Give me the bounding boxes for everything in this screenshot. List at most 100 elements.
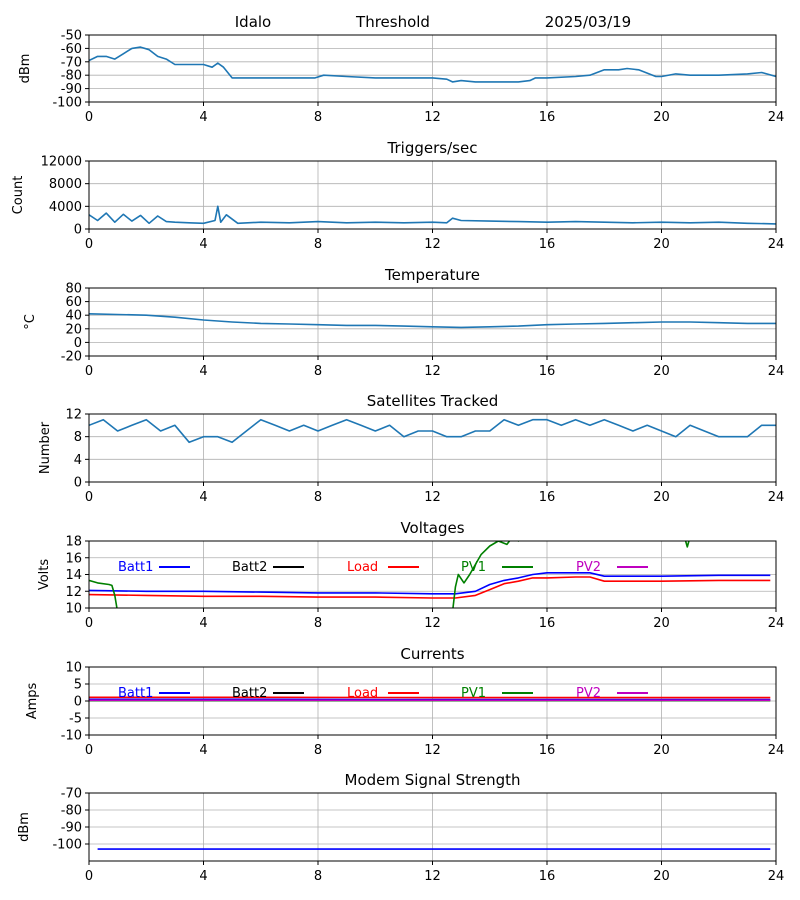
y-tick-label: 4000 — [49, 200, 82, 215]
x-tick-label: 20 — [653, 743, 670, 758]
x-tick-label: 4 — [199, 237, 207, 252]
panel-title: Voltages — [400, 519, 464, 537]
x-tick-label: 4 — [199, 616, 207, 631]
y-tick-label: 40 — [65, 309, 82, 324]
x-tick-label: 20 — [653, 490, 670, 505]
x-tick-label: 12 — [424, 490, 441, 505]
x-tick-label: 8 — [314, 364, 322, 379]
y-tick-label: 8000 — [49, 177, 82, 192]
panel-title: Temperature — [384, 266, 480, 284]
series-line-main — [89, 313, 776, 329]
x-tick-label: 0 — [85, 616, 93, 631]
y-axis-label: Count — [11, 176, 26, 215]
x-tick-label: 12 — [424, 616, 441, 631]
x-tick-label: 24 — [768, 110, 785, 125]
x-tick-label: 4 — [199, 490, 207, 505]
y-tick-label: 12 — [65, 585, 82, 600]
x-tick-label: 4 — [199, 110, 207, 125]
x-tick-label: 8 — [314, 237, 322, 252]
y-tick-label: -5 — [69, 712, 82, 727]
y-tick-label: 20 — [65, 322, 82, 337]
panel-0: 0 4 8 12 16 20 24 -100-90-80-70-60-50 dBm — [18, 29, 784, 126]
x-tick-label: 8 — [314, 743, 322, 758]
panel-5: 0 4 8 12 16 20 24 -10 -5 0 5 10 Currents Amps Batt1 Bat… — [25, 645, 784, 758]
series-line-main — [89, 46, 776, 83]
x-tick-label: 16 — [539, 110, 556, 125]
panel-title: Triggers/sec — [387, 139, 478, 157]
y-tick-label: 80 — [65, 282, 82, 297]
x-tick-label: 8 — [314, 490, 322, 505]
x-tick-label: 16 — [539, 237, 556, 252]
x-tick-label: 16 — [539, 616, 556, 631]
legend-label-batt2: Batt2 — [232, 560, 267, 575]
y-axis-label: dBm — [17, 812, 32, 842]
y-tick-label: 12000 — [41, 155, 82, 170]
legend-label-pv1: PV1 — [461, 686, 486, 701]
series-group — [89, 418, 776, 444]
y-tick-label: -90 — [61, 82, 82, 97]
legend-label-pv1: PV1 — [461, 560, 486, 575]
legend-label-batt1: Batt1 — [118, 686, 153, 701]
y-tick-label: -90 — [61, 821, 82, 836]
series-line-main — [89, 418, 776, 444]
x-tick-label: 20 — [653, 616, 670, 631]
x-tick-label: 24 — [768, 869, 785, 884]
y-tick-label: 10 — [65, 661, 82, 676]
y-tick-label: -60 — [61, 42, 82, 57]
legend-label-batt1: Batt1 — [118, 560, 153, 575]
legend-label-batt2: Batt2 — [232, 686, 267, 701]
y-tick-label: -80 — [61, 804, 82, 819]
x-tick-label: 8 — [314, 110, 322, 125]
x-tick-label: 0 — [85, 869, 93, 884]
x-tick-label: 4 — [199, 743, 207, 758]
x-tick-label: 24 — [768, 616, 785, 631]
x-tick-label: 24 — [768, 490, 785, 505]
x-tick-label: 8 — [314, 616, 322, 631]
y-tick-label: 60 — [65, 295, 82, 310]
series-line-load — [89, 576, 771, 599]
series-group — [89, 313, 776, 329]
y-tick-label: -20 — [61, 350, 82, 365]
x-tick-label: 16 — [539, 869, 556, 884]
y-tick-label: 8 — [74, 430, 82, 445]
header-mode: Threshold — [355, 13, 430, 31]
y-tick-label: 12 — [65, 408, 82, 423]
y-tick-label: 4 — [74, 453, 82, 468]
legend-label-load: Load — [347, 686, 378, 701]
series-line-batt1 — [89, 571, 771, 595]
y-tick-label: -80 — [61, 69, 82, 84]
y-tick-label: 18 — [65, 535, 82, 550]
x-tick-label: 24 — [768, 237, 785, 252]
x-tick-label: 12 — [424, 743, 441, 758]
y-axis-label: °C — [23, 314, 38, 330]
series-group — [89, 205, 776, 225]
y-tick-label: 14 — [65, 568, 82, 583]
y-tick-label: 0 — [74, 476, 82, 491]
series-line-main — [89, 205, 776, 225]
y-tick-label: -70 — [61, 55, 82, 70]
x-tick-label: 0 — [85, 743, 93, 758]
series-group — [89, 541, 771, 608]
panel-title: Modem Signal Strength — [345, 771, 521, 789]
series-group — [89, 696, 771, 702]
x-tick-label: 4 — [199, 364, 207, 379]
y-axis-label: Number — [38, 421, 53, 474]
panel-1: 0 4 8 12 16 20 24 0 4000 8000 12000 Triggers/sec Cou… — [11, 139, 784, 252]
x-tick-label: 16 — [539, 364, 556, 379]
panel-title: Currents — [400, 645, 464, 663]
x-tick-label: 12 — [424, 364, 441, 379]
y-tick-label: -50 — [61, 29, 82, 44]
x-tick-label: 8 — [314, 869, 322, 884]
legend-label-load: Load — [347, 560, 378, 575]
y-tick-label: 5 — [74, 678, 82, 693]
y-tick-label: 0 — [74, 695, 82, 710]
x-tick-label: 20 — [653, 869, 670, 884]
x-tick-label: 24 — [768, 743, 785, 758]
x-tick-label: 0 — [85, 110, 93, 125]
y-axis-label: Volts — [37, 559, 52, 591]
y-tick-label: -100 — [52, 96, 82, 111]
y-tick-label: 0 — [74, 336, 82, 351]
